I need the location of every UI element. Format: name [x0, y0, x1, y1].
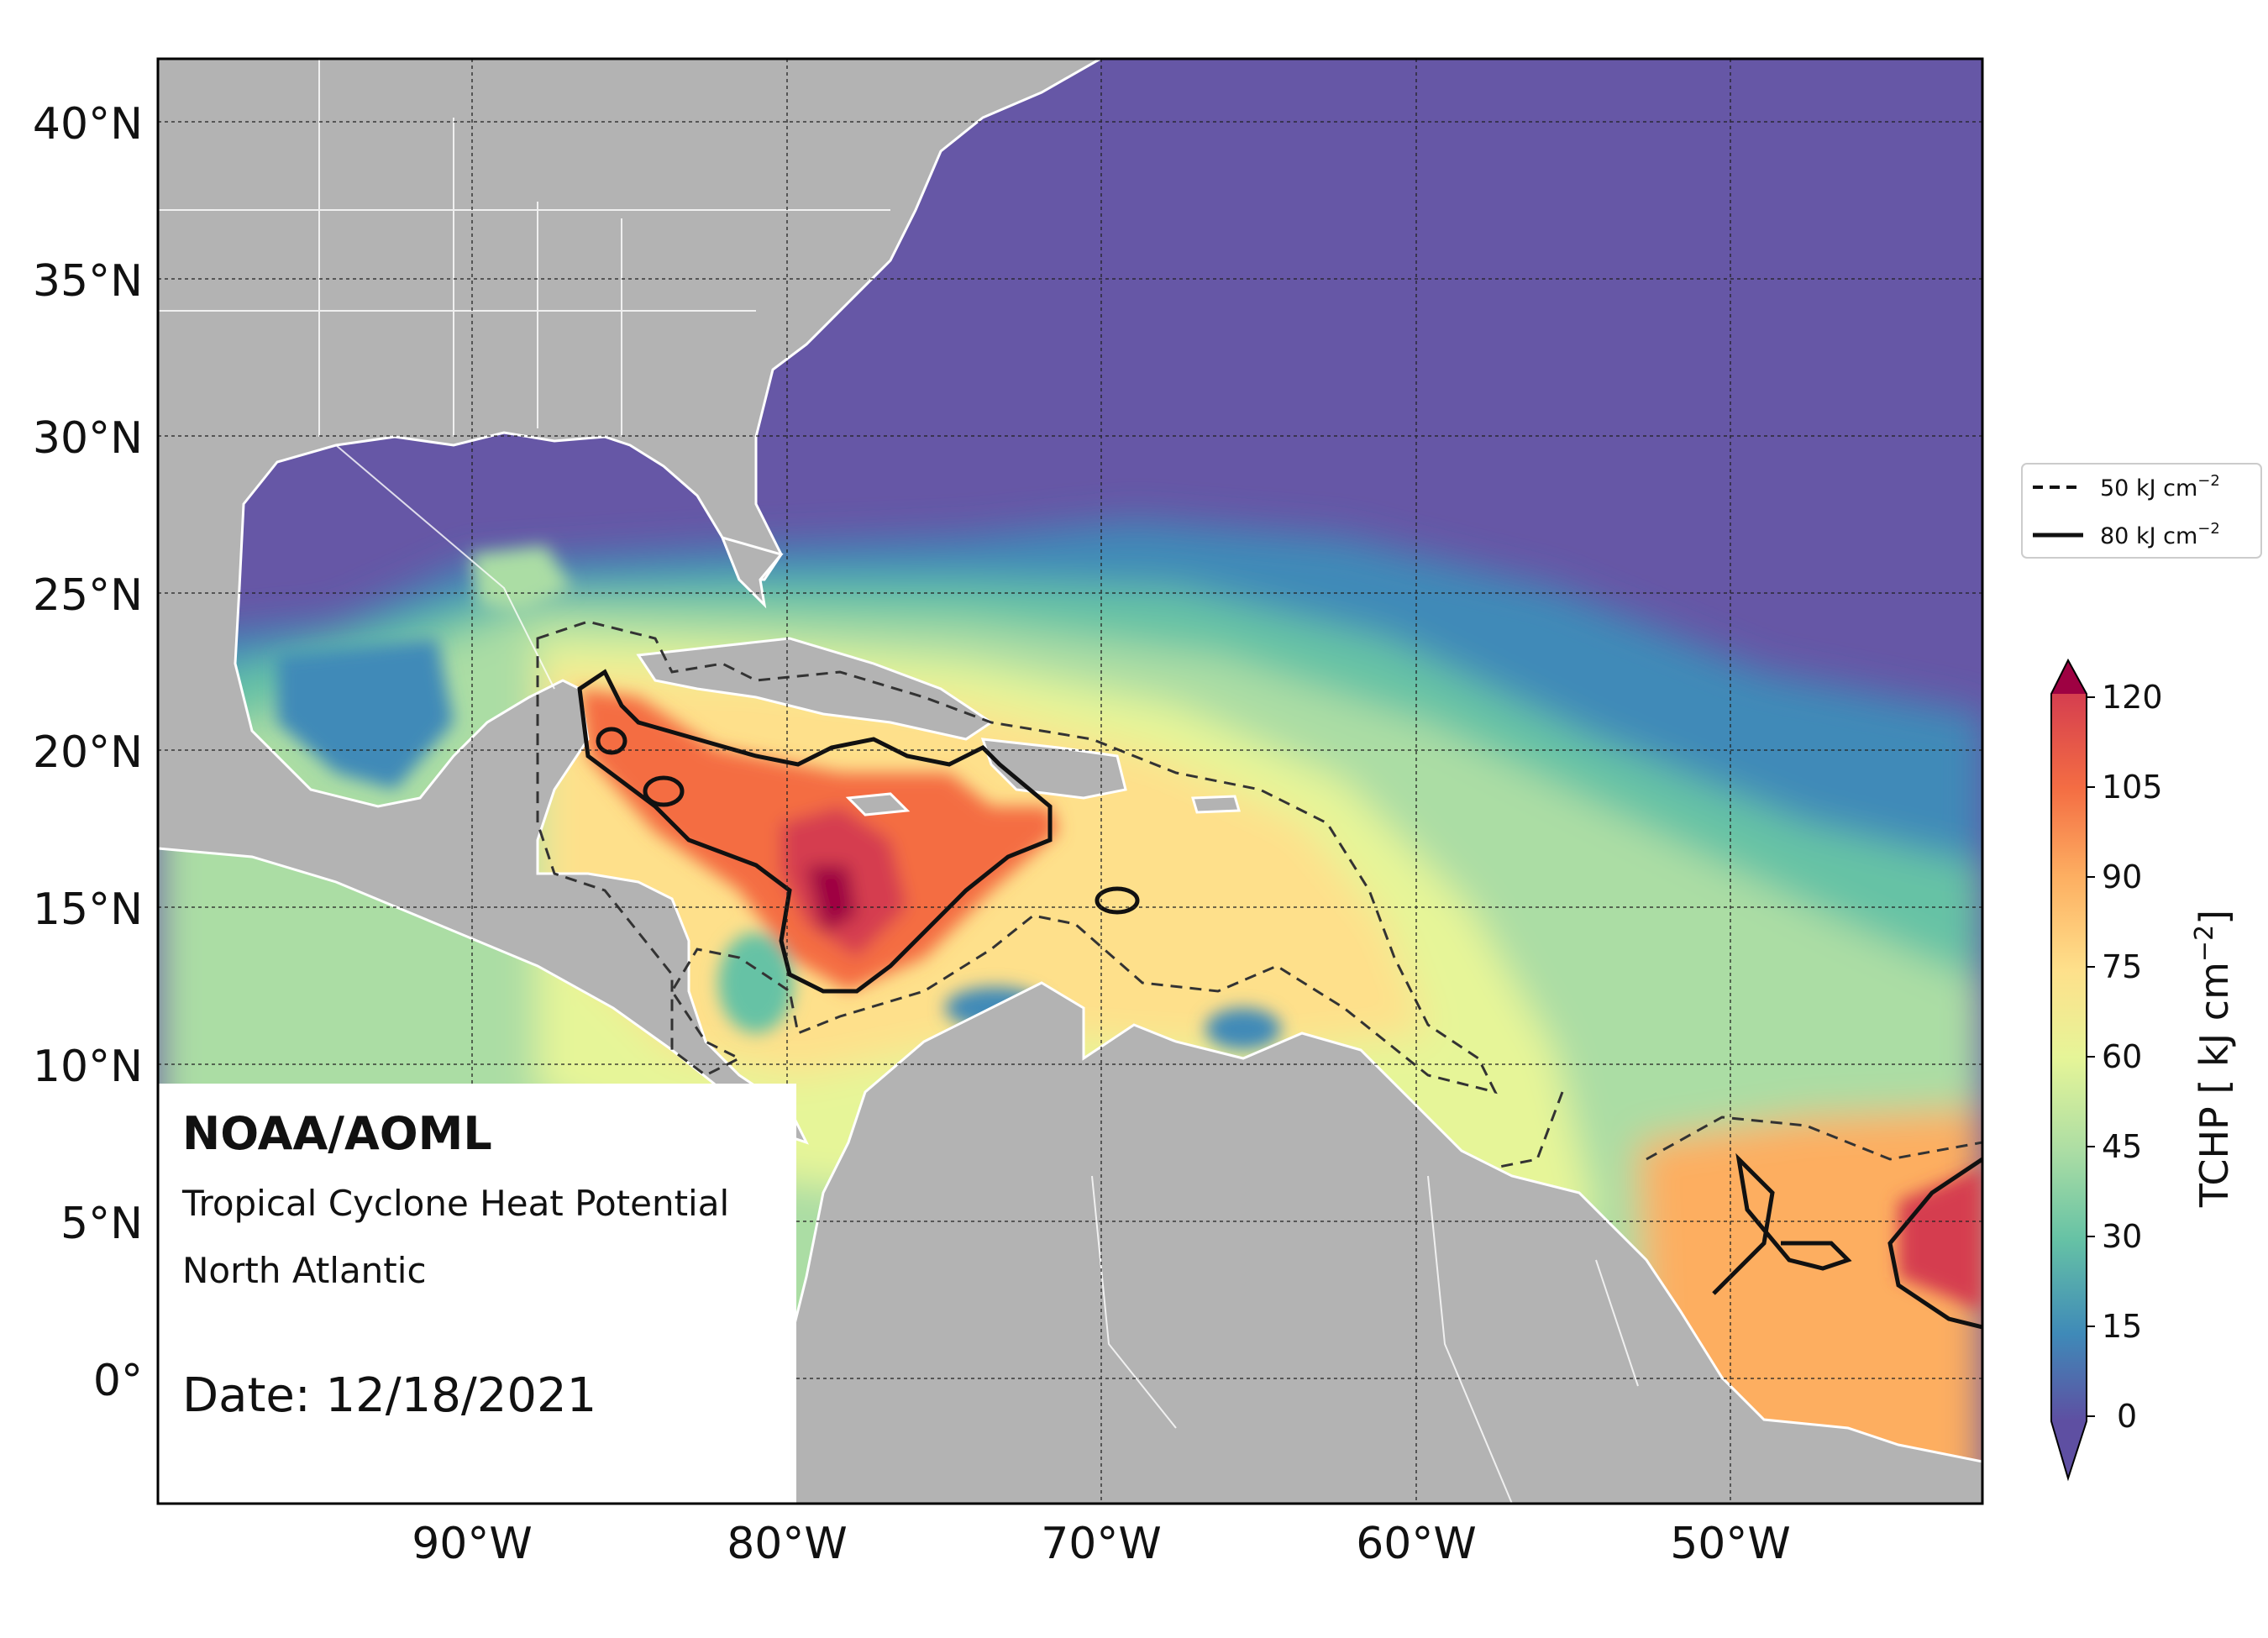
cb-tick-30: 30: [2102, 1218, 2142, 1255]
political-borders: [158, 59, 1639, 1504]
lon-tick-90w: 90°W: [412, 1519, 533, 1569]
lon-tick-50w: 50°W: [1670, 1519, 1791, 1569]
cb-tick-60: 60: [2102, 1038, 2142, 1075]
gridlines: [158, 59, 1982, 1504]
legend-item-50: 50 kJ cm: [2100, 475, 2197, 501]
map-panel: NOAA/AOML Tropical Cyclone Heat Potentia…: [158, 59, 1982, 1504]
lat-axis: 40°N 35°N 30°N 25°N 20°N 15°N 10°N 5°N 0…: [33, 99, 143, 1406]
colorbar-label-end: ]: [2192, 910, 2237, 925]
cuba-land: [636, 637, 994, 741]
product-label: Tropical Cyclone Heat Potential: [181, 1183, 729, 1224]
cb-tick-15: 15: [2102, 1308, 2142, 1345]
contour-legend: 50 kJ cm−2 80 kJ cm−2: [2021, 463, 2262, 559]
land: [158, 59, 1982, 1504]
region-label: North Atlantic: [182, 1250, 427, 1291]
lat-tick-40n: 40°N: [33, 99, 143, 150]
svg-text:80 kJ cm−2: 80 kJ cm−2: [2100, 520, 2220, 549]
colorbar-label-exp: −2: [2190, 925, 2219, 962]
lat-tick-5n: 5°N: [60, 1199, 143, 1249]
colorbar-label: TCHP [ kJ cm−2]: [2190, 910, 2237, 1208]
legend-item-50-exp: −2: [2197, 472, 2220, 490]
contour-50: [536, 620, 1982, 1169]
cb-tick-0: 0: [2117, 1398, 2137, 1435]
lon-tick-60w: 60°W: [1356, 1519, 1477, 1569]
cb-tick-75: 75: [2102, 948, 2142, 985]
lon-axis: 90°W 80°W 70°W 60°W 50°W: [412, 1519, 1791, 1569]
cb-tick-45: 45: [2102, 1128, 2142, 1165]
colorbar-ticks: [2087, 696, 2095, 1417]
agency-label: NOAA/AOML: [182, 1107, 492, 1160]
lat-tick-15n: 15°N: [33, 885, 143, 935]
colorbar-extend-max: [2051, 660, 2087, 694]
florida-land: [720, 535, 784, 609]
lat-tick-20n: 20°N: [33, 727, 143, 778]
lat-tick-35n: 35°N: [33, 256, 143, 307]
lon-tick-70w: 70°W: [1041, 1519, 1162, 1569]
legend-item-80: 80 kJ cm: [2100, 523, 2197, 549]
colorbar-label-text: TCHP [ kJ cm: [2192, 962, 2237, 1208]
jamaica-land: [845, 792, 911, 816]
colorbar-body: [2051, 694, 2087, 1421]
lat-tick-30n: 30°N: [33, 413, 143, 464]
colorbar-tick-labels: 120 105 90 75 60 45 30 15 0: [2102, 679, 2163, 1435]
lat-tick-25n: 25°N: [33, 570, 143, 621]
north-america-land: [158, 59, 1104, 1145]
colorbar-extend-min: [2051, 1421, 2087, 1478]
cb-tick-105: 105: [2102, 769, 2163, 806]
hispaniola-land: [980, 738, 1127, 800]
map-frame: [156, 57, 1984, 1505]
cb-tick-90: 90: [2102, 858, 2142, 895]
lon-tick-80w: 80°W: [727, 1519, 848, 1569]
puerto-rico-land: [1191, 795, 1241, 814]
info-annotation: NOAA/AOML Tropical Cyclone Heat Potentia…: [158, 1084, 796, 1504]
date-label: Date: 12/18/2021: [182, 1368, 596, 1423]
colorbar: 120 105 90 75 60 45 30 15 0 TCHP [ kJ cm…: [2050, 658, 2237, 1482]
legend-item-80-exp: −2: [2197, 520, 2220, 538]
lat-tick-10n: 10°N: [33, 1042, 143, 1092]
lat-tick-0: 0°: [93, 1356, 143, 1406]
svg-text:50 kJ cm−2: 50 kJ cm−2: [2100, 472, 2220, 501]
cb-tick-120: 120: [2102, 679, 2163, 716]
